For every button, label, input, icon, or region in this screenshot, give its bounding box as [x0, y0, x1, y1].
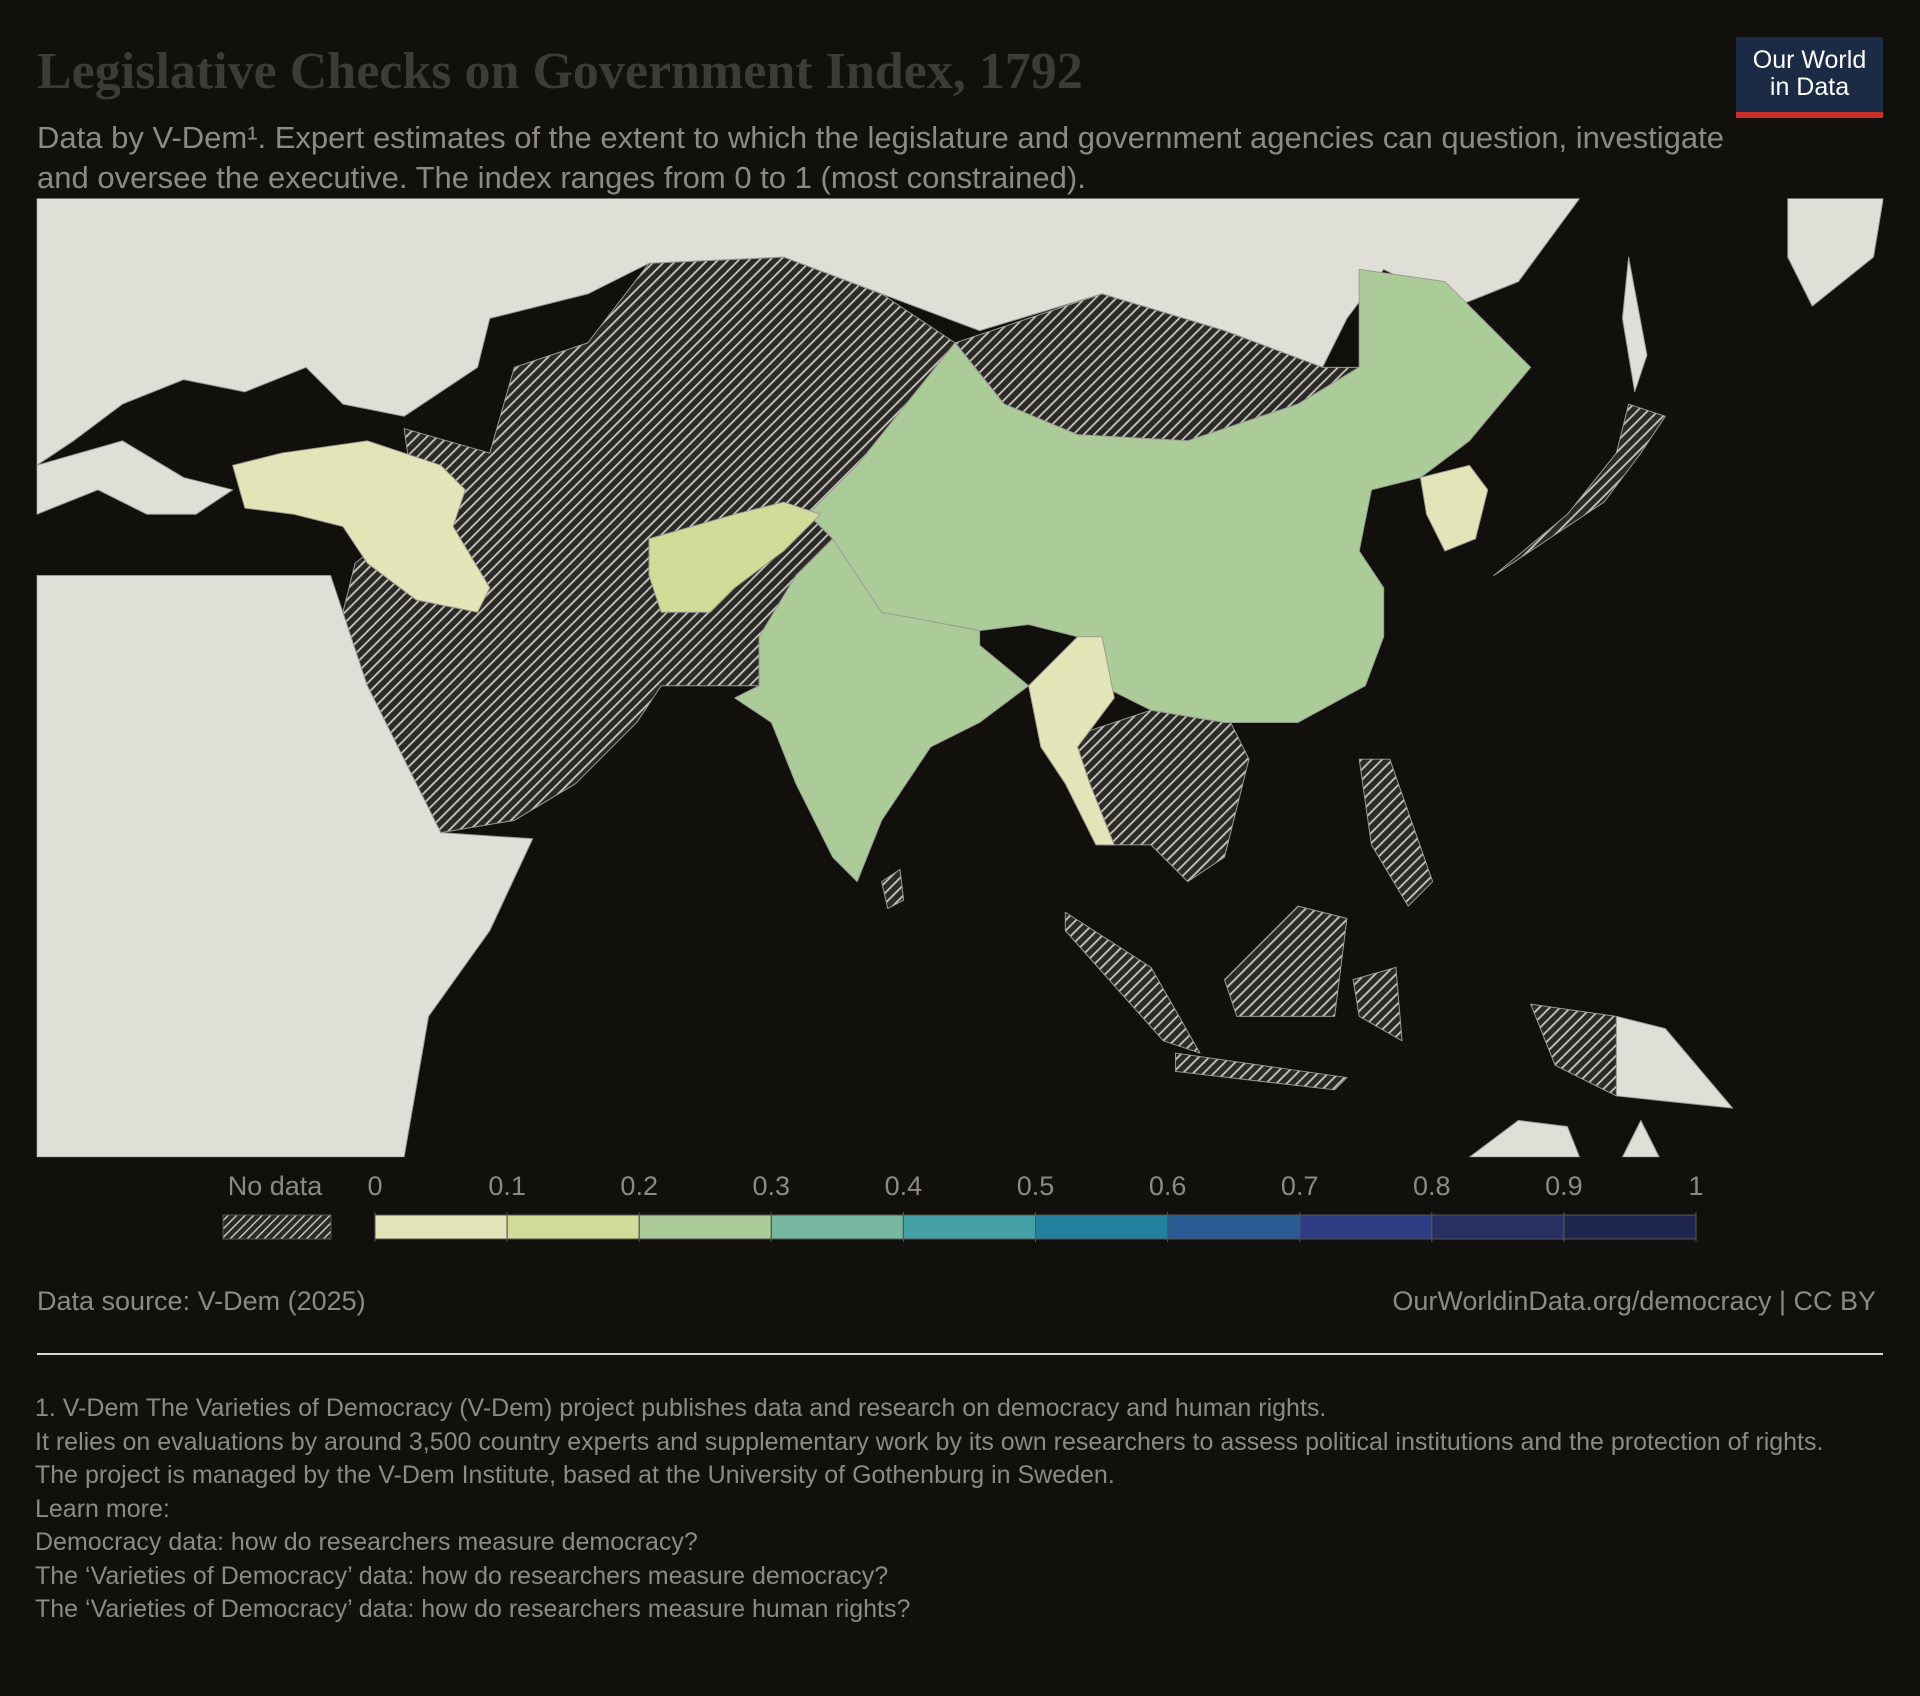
- footnote-line[interactable]: The ‘Varieties of Democracy’ data: how d…: [35, 1561, 889, 1590]
- footnote-line[interactable]: The ‘Varieties of Democracy’ data: how d…: [35, 1595, 911, 1623]
- source: Data source: V-Dem (2025): [37, 1286, 366, 1316]
- land: [1621, 1119, 1660, 1158]
- footnote-line: 1. V-Dem The Varieties of Democracy (V-D…: [35, 1394, 1327, 1422]
- regions: [232, 268, 1532, 883]
- region: [648, 501, 821, 613]
- legend-swatch: [1035, 1214, 1169, 1240]
- logo-line: in Data: [1769, 73, 1850, 101]
- footnote-line: The project is managed by the V-Dem Inst…: [35, 1461, 1115, 1489]
- no-data-area: [1064, 911, 1201, 1054]
- no-data-swatch: [222, 1214, 332, 1240]
- footnote-line[interactable]: Democracy data: how do researchers measu…: [35, 1528, 698, 1556]
- footnotes: 1. V-Dem The Varieties of Democracy (V-D…: [35, 1392, 1835, 1627]
- divider: [37, 1353, 1883, 1355]
- legend-swatch: [638, 1214, 772, 1240]
- legend-tick-label: 0: [367, 1171, 382, 1201]
- no-data-area: [1352, 966, 1403, 1042]
- logo-line: Our World: [1752, 46, 1867, 74]
- no-data-area: [881, 868, 905, 910]
- legend-swatch: [1431, 1214, 1565, 1240]
- region: [734, 538, 1030, 883]
- no-data-label: No data: [228, 1171, 324, 1201]
- land-no-region: [36, 198, 1884, 1158]
- title: Legislative Checks on Government Index, …: [37, 43, 1083, 100]
- land: [36, 575, 534, 1158]
- legend-tick-label: 0.5: [1017, 1171, 1055, 1201]
- logo[interactable]: Our World in Data: [1736, 37, 1883, 118]
- region: [1028, 636, 1115, 846]
- legend-swatch: [1563, 1214, 1697, 1240]
- no-data-area: [1530, 1003, 1617, 1097]
- no-data-area: [1358, 758, 1434, 907]
- no-data-area: [1175, 1052, 1348, 1091]
- legend-tick-label: 0.9: [1545, 1171, 1583, 1201]
- legend-tick-label: 0.2: [620, 1171, 658, 1201]
- legend-tick-label: 1: [1688, 1171, 1703, 1201]
- no-data-area: [1224, 905, 1348, 1017]
- legend-swatch: [374, 1214, 508, 1240]
- land: [1621, 256, 1648, 393]
- legend-swatch: [506, 1214, 640, 1240]
- legend-swatch: [1167, 1214, 1301, 1240]
- region: [1419, 464, 1489, 552]
- region: [232, 440, 491, 613]
- legend-tick-label: 0.6: [1149, 1171, 1187, 1201]
- map: [36, 198, 1884, 1158]
- url[interactable]: OurWorldinData.org/democracy | CC BY: [1392, 1286, 1876, 1316]
- legend-tick-label: 0.7: [1281, 1171, 1319, 1201]
- region: [807, 268, 1532, 723]
- legend-tick-label: 0.3: [753, 1171, 791, 1201]
- legend-swatch: [902, 1214, 1037, 1240]
- land: [1468, 1119, 1581, 1158]
- legend: No data #e3e5b8#d2db97#abcc98#79b8a0#44a…: [222, 1171, 1704, 1242]
- legend-tick-label: 0.4: [885, 1171, 923, 1201]
- legend-swatch: [770, 1214, 904, 1240]
- land: [1787, 198, 1884, 307]
- subtitle: Data by V-Dem¹. Expert estimates of the …: [37, 120, 1724, 195]
- legend-tick-label: 0.8: [1413, 1171, 1451, 1201]
- footnote-line: It relies on evaluations by around 3,500…: [35, 1427, 1824, 1456]
- legend-swatch: [1299, 1214, 1433, 1240]
- legend-tick-label: 0.1: [488, 1171, 526, 1201]
- footnote-line: Learn more:: [35, 1494, 170, 1523]
- no-data-area: [1493, 403, 1666, 577]
- land: [36, 440, 234, 515]
